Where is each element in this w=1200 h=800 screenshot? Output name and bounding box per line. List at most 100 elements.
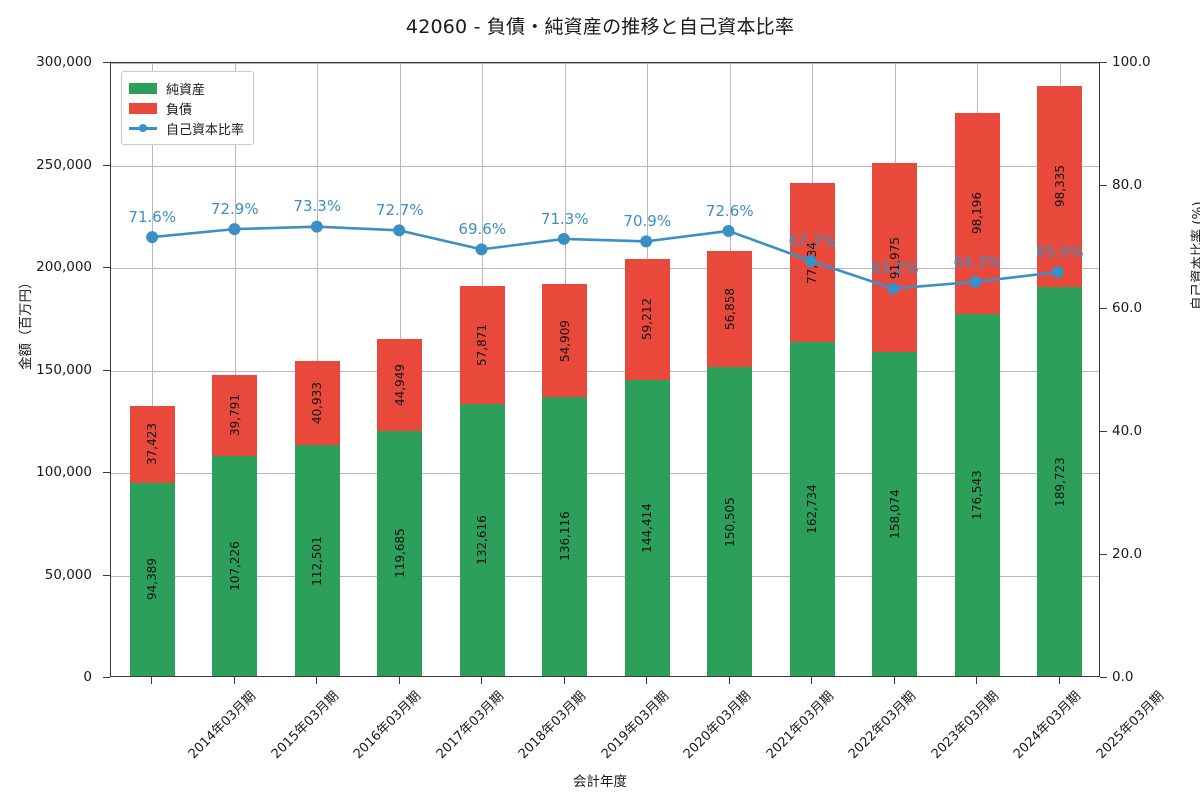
bar-segment-liability[interactable]: 56,858 <box>707 250 753 368</box>
ratio-data-point[interactable] <box>310 220 323 233</box>
x-axis-tickmark <box>976 677 978 684</box>
bar-group[interactable]: 112,501 40,933 <box>294 61 340 676</box>
bar-segment-equity[interactable]: 119,685 <box>377 430 423 676</box>
legend-color-swatch-icon <box>129 102 157 114</box>
y-axis-left-tick-label: 100,000 <box>36 464 92 480</box>
x-axis-tick-label: 2016年03月期 <box>351 688 425 763</box>
ratio-data-point[interactable] <box>557 232 570 245</box>
ratio-data-point[interactable] <box>393 224 406 237</box>
legend-item-label: 負債 <box>166 102 193 118</box>
y-axis-right-tickmark <box>1100 431 1107 432</box>
ratio-data-point[interactable] <box>475 243 488 256</box>
ratio-data-point[interactable] <box>228 223 241 236</box>
y-axis-left-tick-label: 200,000 <box>36 259 92 275</box>
x-axis-tickmark <box>563 677 565 684</box>
ratio-data-point[interactable] <box>969 275 982 288</box>
ratio-line-series <box>146 220 1064 295</box>
x-axis-tick-label: 2022年03月期 <box>846 688 920 763</box>
bar-segment-liability[interactable]: 91,975 <box>872 163 918 352</box>
bar-group[interactable]: 94,389 37,423 <box>129 61 175 676</box>
bar-segment-equity[interactable]: 158,074 <box>872 351 918 676</box>
bar-segment-equity[interactable]: 94,389 <box>129 482 175 676</box>
y-axis-left-tickmark <box>103 472 110 473</box>
bar-segment-equity[interactable]: 162,734 <box>789 342 835 676</box>
y-axis-right-tickmark <box>1100 62 1107 63</box>
y-axis-left-tick-label: 300,000 <box>36 54 92 70</box>
gridline-horizontal <box>111 63 1099 64</box>
page-title: 42060 - 負債・純資産の推移と自己資本比率 <box>405 16 795 38</box>
bar-group[interactable]: 189,723 98,335 <box>1037 61 1083 676</box>
gridline-horizontal <box>111 370 1099 372</box>
bar-segment-liability[interactable]: 57,871 <box>459 285 505 405</box>
gridline-vertical <box>234 63 236 676</box>
bar-group[interactable]: 162,73477,634 <box>789 61 835 676</box>
x-axis-label: 会計年度 <box>573 774 627 790</box>
y-axis-right-tick-label: 100.0 <box>1112 54 1151 70</box>
bar-segment-equity[interactable]: 144,414 <box>624 379 670 676</box>
bar-group[interactable]: 150,505 56,858 <box>707 61 753 676</box>
bar-segment-equity[interactable]: 107,226 <box>212 456 258 676</box>
bar-segment-equity[interactable]: 150,505 <box>707 367 753 676</box>
ratio-data-point[interactable] <box>146 231 159 244</box>
legend: 純資産負債自己資本比率 <box>121 71 255 145</box>
y-axis-left-tick-label: 250,000 <box>36 156 92 173</box>
bar-segment-equity[interactable]: 112,501 <box>294 445 340 676</box>
ratio-data-point[interactable] <box>804 255 817 267</box>
y-axis-right-tick-label: 40.0 <box>1112 423 1143 439</box>
y-axis-left-tickmark <box>103 677 110 678</box>
x-axis-tickmark <box>893 677 895 684</box>
bar-group[interactable]: 107,226 39,791 <box>212 61 258 676</box>
bar-segment-equity[interactable]: 132,616 <box>459 404 505 676</box>
bar-segment-equity[interactable]: 176,543 <box>954 314 1000 676</box>
bar-group[interactable]: 132,616 57,871 <box>459 61 505 676</box>
bar-group[interactable]: 158,074 91,975 <box>872 61 918 676</box>
y-axis-label-left: 金額（百万円） <box>18 275 34 371</box>
bar-segment-liability[interactable]: 44,949 <box>377 338 423 431</box>
bar-segment-liability[interactable]: 39,791 <box>212 374 258 457</box>
x-axis-tick-label: 2014年03月期 <box>186 688 260 763</box>
ratio-data-point[interactable] <box>722 224 735 237</box>
gridline-vertical <box>152 63 154 676</box>
x-axis-tickmark <box>481 677 483 684</box>
x-axis-tick-label: 2020年03月期 <box>681 688 755 763</box>
bar-segment-liability[interactable]: 54,909 <box>542 284 588 397</box>
x-axis-tickmark <box>233 677 235 684</box>
y-axis-left-tickmark <box>103 164 110 166</box>
x-axis-tick-label: 2018年03月期 <box>516 688 590 763</box>
y-axis-right-tick-label: 80.0 <box>1112 177 1143 193</box>
ratio-data-point[interactable] <box>640 235 653 248</box>
x-axis-tick-label: 2021年03月期 <box>763 688 837 763</box>
y-axis-left-tick-label: 150,000 <box>36 361 92 378</box>
gridline-horizontal <box>111 165 1099 167</box>
legend-color-swatch-icon <box>129 82 157 94</box>
legend-item[interactable]: 純資産 <box>129 78 244 98</box>
x-axis-tick-label: 2025年03月期 <box>1093 688 1167 763</box>
x-axis-tick-label: 2019年03月期 <box>598 688 672 763</box>
y-axis-left-tick-label: 50,000 <box>44 566 92 583</box>
bar-group[interactable]: 119,685 44,949 <box>377 61 423 676</box>
bar-segment-liability[interactable]: 37,423 <box>129 405 175 483</box>
legend-item[interactable]: 自己資本比率 <box>129 118 244 138</box>
legend-item-label: 自己資本比率 <box>166 122 245 138</box>
ratio-data-point[interactable] <box>887 282 900 295</box>
bar-segment-equity[interactable]: 136,116 <box>542 396 588 676</box>
bar-group[interactable]: 136,116 54,909 <box>542 61 588 676</box>
bar-segment-liability[interactable]: 98,335 <box>1037 85 1083 288</box>
x-axis-tick-label: 2023年03月期 <box>928 688 1002 763</box>
bar-group[interactable]: 144,414 59,212 <box>624 61 670 676</box>
bar-segment-liability[interactable]: 40,933 <box>294 361 340 446</box>
x-axis-tick-label: 2017年03月期 <box>433 688 507 763</box>
plot-area: 94,389 37,423 107,226 39,791 112,501 40,933 11… <box>110 62 1100 677</box>
bar-segment-liability[interactable]: 59,212 <box>624 258 670 380</box>
x-axis-tick-label: 2015年03月期 <box>268 688 342 763</box>
gridline-horizontal <box>111 473 1099 474</box>
x-axis-tickmark <box>811 677 813 684</box>
y-axis-right-tick-label: 60.0 <box>1112 300 1143 316</box>
y-axis-left-tickmark <box>103 267 110 268</box>
legend-line-marker-icon <box>129 123 157 134</box>
y-axis-right-tickmark <box>1100 185 1107 186</box>
y-axis-label-right: 自己資本比率 (%) <box>1190 201 1200 310</box>
legend-item[interactable]: 負債 <box>129 98 244 118</box>
bar-segment-equity[interactable]: 189,723 <box>1037 287 1083 676</box>
ratio-data-point[interactable] <box>1051 266 1064 279</box>
